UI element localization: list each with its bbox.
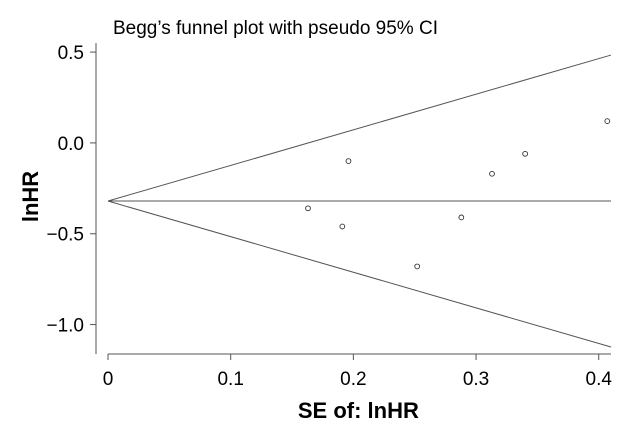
funnel-lines (107, 54, 612, 348)
y-tick-label: 0.5 (58, 43, 84, 64)
study-point (604, 118, 611, 124)
x-tick-label: 0.1 (217, 369, 243, 390)
x-tick-label: 0.3 (463, 369, 489, 390)
data-points (305, 118, 611, 270)
x-axis-title: SE of: lnHR (298, 398, 419, 423)
y-tick-label: −0.5 (46, 225, 84, 246)
study-point (522, 150, 528, 157)
study-point (305, 205, 311, 212)
y-axis: 0.5 0.0 −0.5 −1.0 (46, 43, 97, 354)
chart-title: Begg’s funnel plot with pseudo 95% CI (113, 18, 438, 39)
x-tick-label: 0.4 (586, 369, 613, 390)
upper-ci-line (107, 54, 612, 202)
x-tick-label: 0 (103, 369, 114, 390)
x-axis: 0 0.1 0.2 0.3 0.4 (103, 353, 613, 390)
study-point (345, 158, 352, 164)
y-axis-title: lnHR (18, 171, 43, 222)
study-point (489, 170, 495, 177)
x-tick-label: 0.2 (340, 369, 366, 390)
study-point (458, 214, 465, 221)
study-point (414, 263, 421, 270)
lower-ci-line (107, 200, 612, 348)
study-point (339, 223, 346, 230)
y-tick-label: 0.0 (58, 134, 84, 155)
y-tick-label: −1.0 (46, 316, 84, 337)
